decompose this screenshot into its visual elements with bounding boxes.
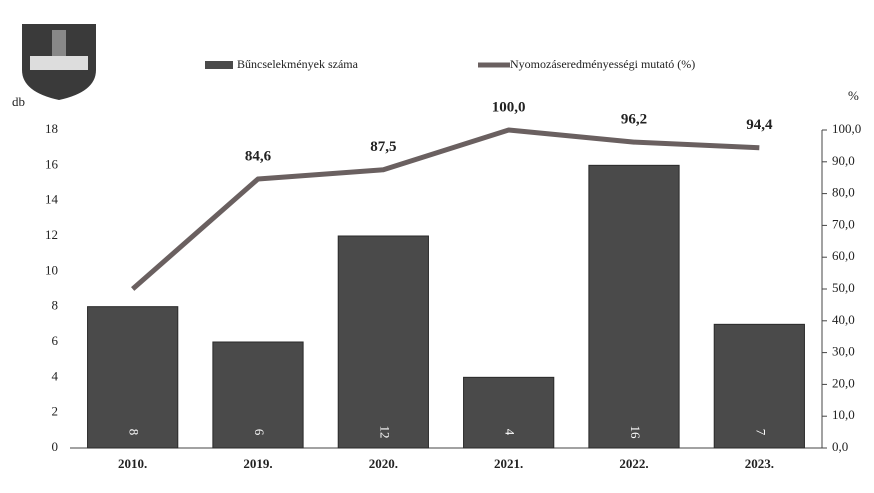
y-tick-label: 6 [52,333,59,348]
y-axis-unit: db [12,94,25,109]
bar-value-label: 12 [377,426,392,439]
x-tick-label: 2010. [118,456,147,471]
line-value-label: 84,6 [245,148,272,164]
y-tick-label: 16 [45,156,59,171]
bar [588,164,680,449]
line-value-label: 96,2 [621,112,647,128]
y2-tick-label: 60,0 [832,248,855,263]
y-tick-label: 12 [45,227,58,242]
x-tick-label: 2022. [619,456,648,471]
y-tick-label: 10 [45,262,58,277]
y-tick-label: 8 [52,298,59,313]
legend-swatch [205,61,233,69]
logo [22,24,96,100]
y-tick-label: 18 [45,121,58,136]
line-value-label: 87,5 [370,139,396,155]
legend-label: Bűncselekmények száma [237,57,359,71]
y2-tick-label: 100,0 [832,121,861,136]
y2-tick-label: 10,0 [832,407,855,422]
y2-tick-label: 80,0 [832,185,855,200]
line-value-label: 94,4 [746,117,773,133]
bar-value-label: 6 [252,429,267,436]
y2-tick-label: 20,0 [832,375,855,390]
bar-value-label: 8 [127,429,142,436]
legend-label: Nyomozáseredményességi mutató (%) [510,57,695,71]
bar [87,306,179,449]
bar [463,376,555,449]
x-tick-label: 2023. [745,456,774,471]
y-tick-label: 14 [45,192,59,207]
x-tick-label: 2019. [243,456,272,471]
bar-value-label: 7 [753,429,768,436]
x-tick-label: 2021. [494,456,523,471]
line [131,127,760,291]
x-tick-label: 2020. [369,456,398,471]
bar-value-label: 16 [628,426,643,440]
y2-tick-label: 50,0 [832,280,855,295]
y2-tick-label: 40,0 [832,312,855,327]
y-tick-label: 4 [52,368,59,383]
bar-value-label: 4 [503,429,518,436]
line-value-label: 100,0 [492,99,526,115]
bar [337,235,429,449]
y2-axis-unit: % [848,88,859,103]
y2-tick-label: 0,0 [832,439,848,454]
y2-tick-label: 30,0 [832,344,855,359]
y-tick-label: 2 [52,404,59,419]
y-tick-label: 0 [52,439,59,454]
bar [212,341,304,449]
y2-tick-label: 70,0 [832,216,855,231]
y2-tick-label: 90,0 [832,153,855,168]
bar [713,323,805,449]
